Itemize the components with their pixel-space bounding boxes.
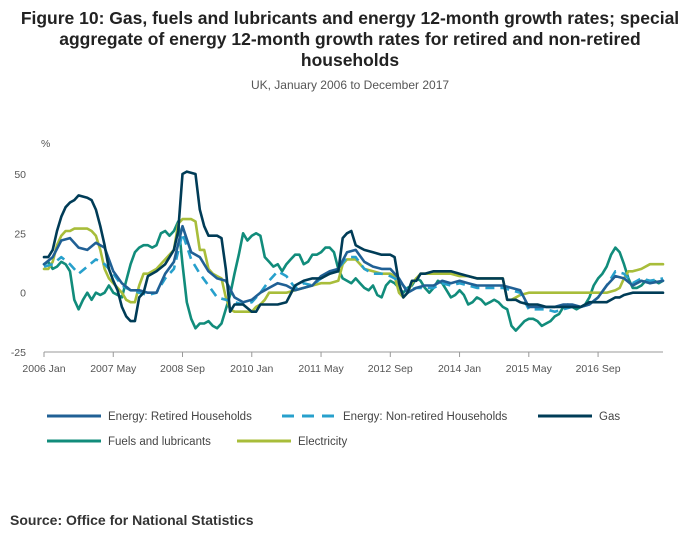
legend-label: Electricity <box>298 436 347 448</box>
series-line-energy-non-retired-households <box>43 232 664 313</box>
x-tick-label: 2008 Sep <box>160 363 205 375</box>
y-tick-label: 25 <box>14 228 26 240</box>
x-tick-label: 2011 May <box>298 363 344 375</box>
series-line-electricity <box>42 217 665 313</box>
x-tick-label: 2006 Jan <box>22 363 65 375</box>
y-tick-label: 0 <box>20 288 26 300</box>
y-tick-label: 50 <box>14 169 26 181</box>
series-lines <box>42 170 665 332</box>
x-tick-label: 2010 Jan <box>230 363 273 375</box>
chart-title: Figure 10: Gas, fuels and lubricants and… <box>20 8 680 70</box>
x-tick-label: 2016 Sep <box>576 363 621 375</box>
line-chart: % 50 25 0 -25 2006 Jan 2007 May 2008 Sep 2010 J… <box>11 138 665 448</box>
y-axis: % 50 25 0 -25 <box>11 138 51 359</box>
x-tick-label: 2015 May <box>506 363 553 375</box>
source-note: Source: Office for National Statistics <box>10 512 254 528</box>
chart-subtitle: UK, January 2006 to December 2017 <box>250 78 450 92</box>
x-tick-label: 2012 Sep <box>368 363 413 375</box>
x-tick-label: 2007 May <box>90 363 137 375</box>
legend-label: Energy: Non-retired Households <box>343 411 508 423</box>
legend-label: Fuels and lubricants <box>108 436 211 448</box>
series-line-fuels-and-lubricants <box>42 220 665 332</box>
series-line-gas <box>42 170 665 323</box>
y-unit-label: % <box>41 138 50 150</box>
legend: Energy: Retired Households Energy: Non-re… <box>47 411 620 448</box>
legend-label: Energy: Retired Households <box>108 411 252 423</box>
legend-label: Gas <box>599 411 620 423</box>
y-tick-label: -25 <box>11 347 26 359</box>
x-axis: 2006 Jan 2007 May 2008 Sep 2010 Jan 2011 May… <box>22 351 663 375</box>
x-tick-label: 2014 Jan <box>438 363 481 375</box>
